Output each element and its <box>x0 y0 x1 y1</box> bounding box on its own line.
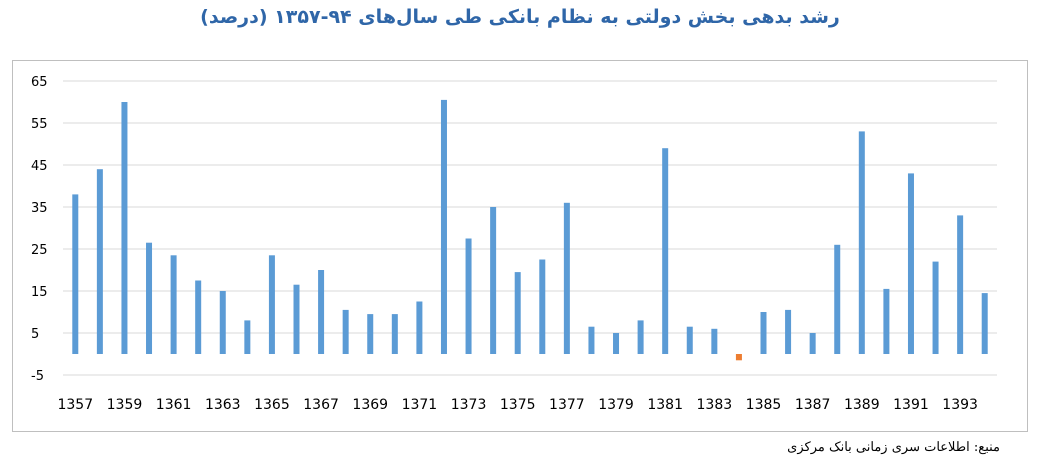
bar-1375 <box>514 272 521 354</box>
y-tick-label: 65 <box>31 75 48 90</box>
bar-1360 <box>146 242 153 354</box>
bar-1391 <box>907 173 914 354</box>
x-tick-label: 1371 <box>402 397 438 413</box>
x-tick-label: 1377 <box>549 397 585 413</box>
x-tick-label: 1385 <box>746 397 782 413</box>
bar-1383 <box>711 328 718 354</box>
x-tick-label: 1393 <box>942 397 978 413</box>
y-tick-label: 35 <box>31 201 48 216</box>
bars <box>72 99 988 361</box>
bar-1385 <box>760 312 767 354</box>
bar-1379 <box>613 333 620 354</box>
x-tick-label: 1387 <box>795 397 831 413</box>
bar-1372 <box>440 99 447 355</box>
x-tick-label: 1375 <box>500 397 536 413</box>
bar-1386 <box>785 309 792 354</box>
bar-1369 <box>367 314 374 354</box>
bar-1366 <box>293 284 300 354</box>
chart-frame: -5 5 15 25 35 45 55 65 1357 1359 1361 1363 1365 1367… <box>12 60 1028 432</box>
y-tick-label: 45 <box>31 159 48 174</box>
y-tick-label: 15 <box>31 285 48 300</box>
bar-1357 <box>72 194 79 354</box>
bar-1392 <box>932 261 939 354</box>
y-tick-label: 55 <box>31 117 48 132</box>
bar-1367 <box>318 270 325 354</box>
bar-1363 <box>219 291 226 354</box>
bar-1384 <box>735 354 742 361</box>
bar-1380 <box>637 320 644 354</box>
x-tick-label: 1379 <box>598 397 634 413</box>
x-tick-label: 1357 <box>57 397 93 413</box>
y-axis-labels: -5 5 15 25 35 45 55 65 <box>31 75 48 384</box>
bar-1377 <box>563 202 570 354</box>
bar-1362 <box>195 280 202 354</box>
bar-1388 <box>834 244 841 354</box>
x-tick-label: 1369 <box>352 397 388 413</box>
bar-1389 <box>858 131 865 354</box>
bar-1359 <box>121 102 128 354</box>
bar-1378 <box>588 326 595 354</box>
bar-1374 <box>490 207 497 354</box>
source-note: منبع: اطلاعات سری زمانی بانک مرکزی <box>787 440 1000 455</box>
x-tick-label: 1381 <box>647 397 683 413</box>
bar-1370 <box>391 314 398 354</box>
x-tick-label: 1373 <box>451 397 487 413</box>
bar-1382 <box>686 326 693 354</box>
bar-1376 <box>539 259 546 354</box>
bar-1393 <box>957 215 964 354</box>
bar-1381 <box>662 148 669 354</box>
x-tick-label: 1359 <box>107 397 143 413</box>
x-tick-label: 1363 <box>205 397 241 413</box>
x-axis-labels: 1357 1359 1361 1363 1365 1367 1369 1371 1373 1375… <box>57 397 977 413</box>
y-tick-label: -5 <box>31 369 44 384</box>
x-tick-label: 1367 <box>303 397 339 413</box>
x-tick-label: 1365 <box>254 397 290 413</box>
bar-1365 <box>268 255 275 354</box>
x-tick-label: 1361 <box>156 397 192 413</box>
bar-1373 <box>465 238 472 354</box>
gridlines <box>63 80 997 376</box>
bar-chart: -5 5 15 25 35 45 55 65 1357 1359 1361 1363 1365 1367… <box>31 75 997 413</box>
bar-1368 <box>342 309 349 354</box>
bar-1361 <box>170 255 177 354</box>
y-tick-label: 5 <box>31 327 39 342</box>
bar-1358 <box>96 169 103 354</box>
x-tick-label: 1389 <box>844 397 880 413</box>
bar-1387 <box>809 333 816 354</box>
bar-1394 <box>981 293 988 354</box>
bar-1390 <box>883 288 890 354</box>
x-tick-label: 1383 <box>697 397 733 413</box>
chart-title: رشد بدهی بخش دولتی به نظام بانکی طی سال‌… <box>200 6 840 28</box>
bar-1364 <box>244 320 251 354</box>
bar-1371 <box>416 301 423 354</box>
y-tick-label: 25 <box>31 243 48 258</box>
x-tick-label: 1391 <box>893 397 929 413</box>
